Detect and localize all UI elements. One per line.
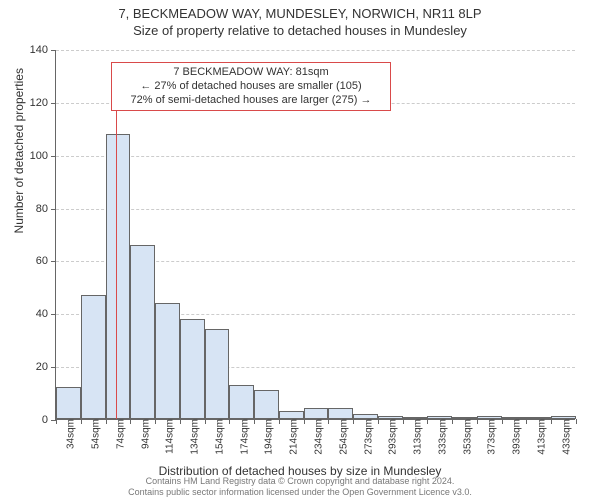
x-tick-label: 353sqm [456,419,473,455]
x-tick [81,419,82,424]
footer-line1: Contains HM Land Registry data © Crown c… [0,476,600,487]
x-tick-label: 373sqm [481,419,498,455]
x-tick-label: 293sqm [382,419,399,455]
annotation-line: 7 BECKMEADOW WAY: 81sqm [118,66,384,80]
x-tick-label: 114sqm [159,419,176,454]
annotation-line: 72% of semi-detached houses are larger (… [118,94,384,108]
y-tick-label: 20 [36,361,56,373]
x-tick-label: 433sqm [555,419,572,455]
x-tick [279,419,280,424]
chart-area: 02040608010012014034sqm54sqm74sqm94sqm11… [55,50,575,420]
histogram-bar [180,319,205,419]
gridline [56,156,575,157]
annotation-box: 7 BECKMEADOW WAY: 81sqm← 27% of detached… [111,62,391,111]
y-tick-label: 0 [42,414,56,426]
histogram-bar [81,295,106,419]
x-tick [180,419,181,424]
x-tick-label: 313sqm [407,419,424,455]
x-tick-label: 94sqm [134,419,151,449]
x-tick-label: 194sqm [258,419,275,455]
histogram-bar [56,387,81,419]
plot-region: 02040608010012014034sqm54sqm74sqm94sqm11… [55,50,575,420]
chart-container: 7, BECKMEADOW WAY, MUNDESLEY, NORWICH, N… [0,0,600,500]
x-tick [452,419,453,424]
x-tick [254,419,255,424]
x-tick-label: 393sqm [506,419,523,455]
x-tick-label: 413sqm [530,419,547,455]
x-tick [205,419,206,424]
x-tick [56,419,57,424]
x-tick-label: 273sqm [357,419,374,455]
x-tick [328,419,329,424]
histogram-bar [304,408,329,419]
x-tick-label: 54sqm [85,419,102,449]
footer-line2: Contains public sector information licen… [0,487,600,498]
footer: Contains HM Land Registry data © Crown c… [0,476,600,498]
histogram-bar [205,329,230,419]
histogram-bar [130,245,155,419]
histogram-bar [328,408,353,419]
x-tick [551,419,552,424]
gridline [56,209,575,210]
x-tick [502,419,503,424]
histogram-bar [106,134,131,419]
x-tick-label: 134sqm [184,419,201,455]
y-tick-label: 100 [30,150,56,162]
x-tick [526,419,527,424]
histogram-bar [155,303,180,419]
y-axis-title: Number of detached properties [12,68,26,233]
chart-title: 7, BECKMEADOW WAY, MUNDESLEY, NORWICH, N… [0,0,600,23]
histogram-bar [229,385,254,419]
x-tick [155,419,156,424]
x-tick [353,419,354,424]
x-tick-label: 333sqm [431,419,448,455]
x-tick [106,419,107,424]
x-tick-label: 214sqm [283,419,300,455]
x-tick-label: 74sqm [109,419,126,449]
x-tick-label: 154sqm [208,419,225,455]
x-tick [130,419,131,424]
y-tick-label: 120 [30,97,56,109]
y-tick-label: 140 [30,44,56,56]
x-tick [403,419,404,424]
x-tick [477,419,478,424]
histogram-bar [254,390,279,419]
x-tick [229,419,230,424]
property-marker-line [116,70,117,419]
chart-subtitle: Size of property relative to detached ho… [0,23,600,40]
x-tick [304,419,305,424]
histogram-bar [279,411,304,419]
x-tick-label: 234sqm [308,419,325,455]
x-tick [576,419,577,424]
x-tick-label: 254sqm [332,419,349,455]
x-tick [427,419,428,424]
y-tick-label: 80 [36,203,56,215]
gridline [56,50,575,51]
annotation-line: ← 27% of detached houses are smaller (10… [118,80,384,94]
y-tick-label: 40 [36,308,56,320]
x-tick-label: 34sqm [60,419,77,449]
x-tick-label: 174sqm [233,419,250,455]
y-tick-label: 60 [36,255,56,267]
x-tick [378,419,379,424]
